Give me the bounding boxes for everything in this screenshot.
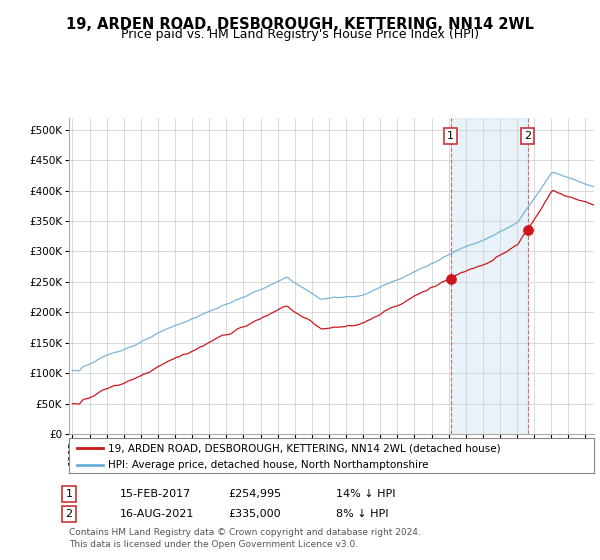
Text: 15-FEB-2017: 15-FEB-2017 — [120, 489, 191, 499]
Bar — [451, 118, 527, 434]
Text: 14% ↓ HPI: 14% ↓ HPI — [336, 489, 395, 499]
Point — [523, 226, 532, 235]
Point — [446, 274, 455, 283]
Text: 19, ARDEN ROAD, DESBOROUGH, KETTERING, NN14 2WL (detached house): 19, ARDEN ROAD, DESBOROUGH, KETTERING, N… — [109, 443, 501, 453]
Text: 8% ↓ HPI: 8% ↓ HPI — [336, 509, 389, 519]
Text: £335,000: £335,000 — [228, 509, 281, 519]
Text: HPI: Average price, detached house, North Northamptonshire: HPI: Average price, detached house, Nort… — [109, 460, 429, 469]
Text: 1: 1 — [447, 131, 454, 141]
Text: 2: 2 — [524, 131, 531, 141]
Text: 16-AUG-2021: 16-AUG-2021 — [120, 509, 194, 519]
Text: 19, ARDEN ROAD, DESBOROUGH, KETTERING, NN14 2WL: 19, ARDEN ROAD, DESBOROUGH, KETTERING, N… — [66, 17, 534, 32]
Text: 2: 2 — [65, 509, 73, 519]
Text: Contains HM Land Registry data © Crown copyright and database right 2024.
This d: Contains HM Land Registry data © Crown c… — [69, 528, 421, 549]
Text: Price paid vs. HM Land Registry's House Price Index (HPI): Price paid vs. HM Land Registry's House … — [121, 28, 479, 41]
Text: £254,995: £254,995 — [228, 489, 281, 499]
Text: 1: 1 — [65, 489, 73, 499]
